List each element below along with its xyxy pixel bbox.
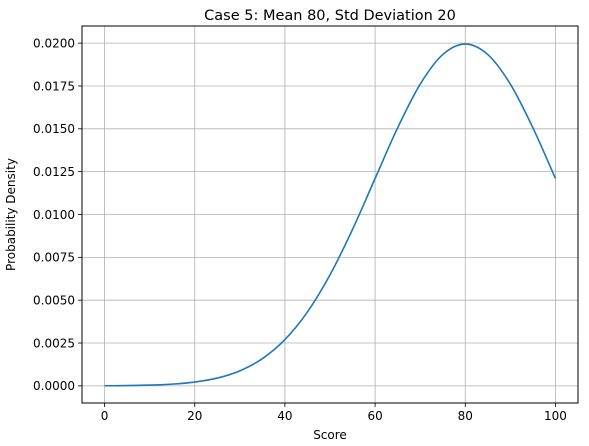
x-tick-label: 100: [544, 409, 567, 423]
series-layer: [104, 43, 557, 387]
x-tick-label: 80: [458, 409, 473, 423]
ticks: 0 20 40 60 80 100 0.0000 0.0025 0.0050 0.0075 0.01…: [33, 36, 567, 423]
x-tick-label: 0: [101, 409, 109, 423]
y-tick-label: 0.0125: [33, 165, 75, 179]
y-axis-label: Probability Density: [4, 158, 18, 271]
x-tick-label: 40: [277, 409, 292, 423]
y-tick-label: 0.0175: [33, 79, 75, 93]
x-tick-label: 20: [187, 409, 202, 423]
x-axis-label: Score: [313, 428, 347, 442]
x-tick-label: 60: [367, 409, 382, 423]
y-tick-label: 0.0050: [33, 293, 75, 307]
y-tick-label: 0.0075: [33, 251, 75, 265]
y-tick-label: 0.0200: [33, 36, 75, 50]
grid: [82, 26, 578, 403]
y-tick-label: 0.0150: [33, 122, 75, 136]
y-tick-label: 0.0100: [33, 208, 75, 222]
y-tick-label: 0.0025: [33, 336, 75, 350]
chart-title: Case 5: Mean 80, Std Deviation 20: [204, 8, 456, 24]
y-tick-label: 0.0000: [33, 379, 75, 393]
series-line: [104, 43, 557, 387]
